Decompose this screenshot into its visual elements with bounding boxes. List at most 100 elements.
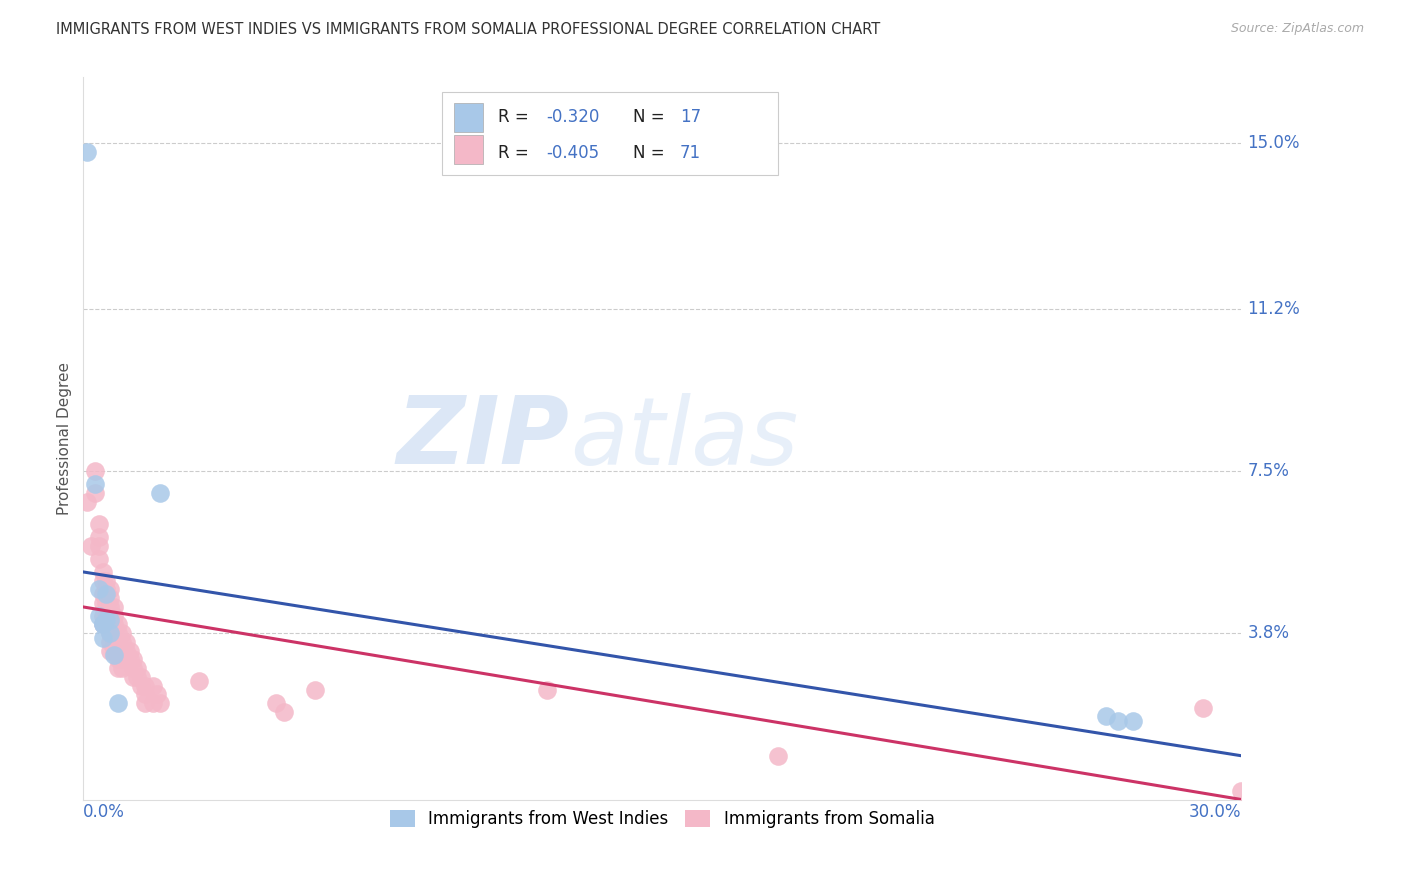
Point: [1230, 784, 1253, 798]
Text: R =: R =: [498, 145, 534, 162]
Text: 7.5%: 7.5%: [1247, 462, 1289, 480]
Text: -0.405: -0.405: [547, 145, 600, 162]
FancyBboxPatch shape: [443, 92, 778, 175]
Point: [87, 516, 110, 531]
Point: [91, 617, 114, 632]
Text: -0.320: -0.320: [547, 108, 600, 126]
Point: [98, 608, 121, 623]
Point: [107, 644, 129, 658]
Point: [96, 574, 118, 588]
Point: [103, 635, 125, 649]
Point: [91, 631, 114, 645]
Point: [1191, 700, 1213, 714]
Point: [107, 652, 129, 666]
Point: [1107, 714, 1129, 728]
Point: [118, 652, 141, 666]
Point: [87, 582, 110, 597]
Point: [149, 486, 172, 500]
Point: [1122, 714, 1144, 728]
Point: [111, 652, 134, 666]
Point: [87, 551, 110, 566]
Point: [1095, 709, 1118, 723]
Point: [149, 696, 172, 710]
Point: [107, 635, 129, 649]
Point: [127, 670, 149, 684]
FancyBboxPatch shape: [454, 103, 482, 132]
Point: [91, 574, 114, 588]
Point: [142, 679, 165, 693]
Text: N =: N =: [633, 145, 671, 162]
Text: R =: R =: [498, 108, 534, 126]
Point: [127, 661, 149, 675]
Point: [98, 626, 121, 640]
Point: [96, 587, 118, 601]
Point: [91, 617, 114, 632]
Point: [111, 661, 134, 675]
Point: [98, 617, 121, 632]
Point: [96, 613, 118, 627]
Point: [134, 688, 156, 702]
Text: 3.8%: 3.8%: [1247, 624, 1289, 642]
Point: [103, 599, 125, 614]
Point: [114, 652, 136, 666]
Point: [114, 635, 136, 649]
Point: [103, 608, 125, 623]
Point: [107, 626, 129, 640]
Point: [98, 613, 121, 627]
Point: [96, 617, 118, 632]
Point: [107, 696, 129, 710]
Point: [91, 587, 114, 601]
Point: [107, 661, 129, 675]
Text: 17: 17: [679, 108, 700, 126]
Point: [188, 674, 211, 689]
Point: [122, 661, 145, 675]
Point: [134, 696, 156, 710]
Point: [304, 683, 326, 698]
Point: [142, 696, 165, 710]
Legend: Immigrants from West Indies, Immigrants from Somalia: Immigrants from West Indies, Immigrants …: [384, 803, 941, 835]
Point: [118, 644, 141, 658]
Text: 71: 71: [679, 145, 700, 162]
Point: [98, 644, 121, 658]
Point: [91, 608, 114, 623]
Point: [96, 596, 118, 610]
Point: [76, 145, 98, 159]
Point: [98, 635, 121, 649]
Y-axis label: Professional Degree: Professional Degree: [58, 362, 72, 515]
Point: [273, 705, 295, 719]
Point: [145, 688, 167, 702]
Point: [766, 748, 789, 763]
Point: [83, 464, 105, 478]
Point: [91, 617, 114, 632]
Point: [103, 648, 125, 662]
Point: [122, 652, 145, 666]
Point: [80, 539, 103, 553]
Point: [111, 644, 134, 658]
Text: ZIP: ZIP: [396, 392, 569, 484]
Point: [96, 608, 118, 623]
Point: [98, 582, 121, 597]
Point: [129, 679, 152, 693]
Point: [98, 591, 121, 606]
Point: [111, 635, 134, 649]
Point: [83, 486, 105, 500]
Text: 11.2%: 11.2%: [1247, 301, 1301, 318]
Point: [96, 582, 118, 597]
Point: [266, 696, 288, 710]
Point: [134, 679, 156, 693]
Point: [91, 596, 114, 610]
Point: [83, 477, 105, 491]
Point: [87, 539, 110, 553]
Text: 15.0%: 15.0%: [1247, 134, 1299, 152]
Point: [536, 683, 558, 698]
Point: [98, 599, 121, 614]
Text: atlas: atlas: [569, 393, 799, 484]
FancyBboxPatch shape: [454, 136, 482, 164]
Point: [98, 626, 121, 640]
Point: [103, 617, 125, 632]
Text: Source: ZipAtlas.com: Source: ZipAtlas.com: [1230, 22, 1364, 36]
Point: [107, 617, 129, 632]
Text: 0.0%: 0.0%: [83, 803, 125, 822]
Point: [103, 644, 125, 658]
Point: [114, 644, 136, 658]
